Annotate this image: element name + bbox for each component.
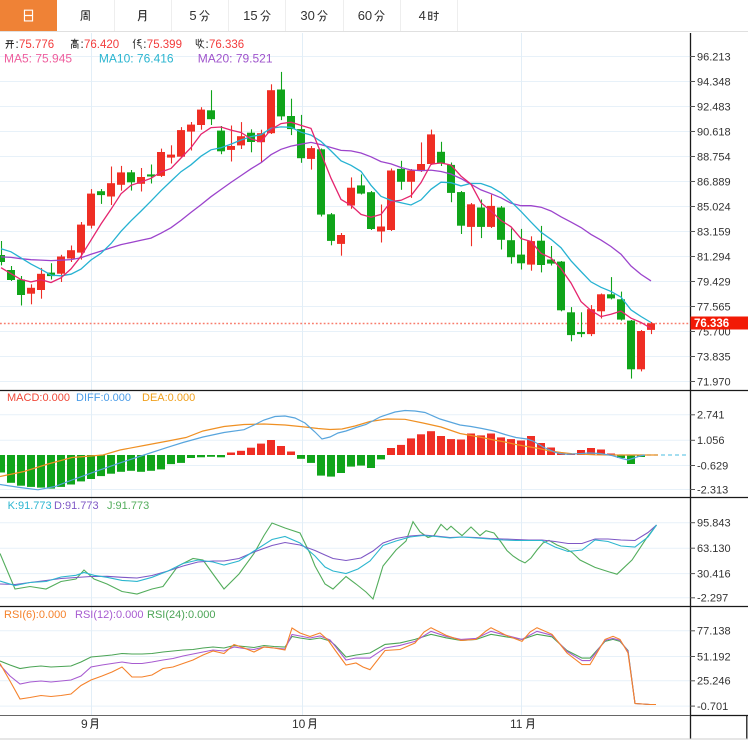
svg-text:MA20: 79.521: MA20: 79.521 xyxy=(198,52,273,66)
svg-text:10: 10 xyxy=(292,717,306,731)
svg-text:77.565: 77.565 xyxy=(697,301,731,313)
svg-text:MA5: 75.945: MA5: 75.945 xyxy=(4,52,72,66)
svg-text::: : xyxy=(16,39,19,51)
svg-text:MACD:0.000: MACD:0.000 xyxy=(7,392,70,404)
svg-text:11: 11 xyxy=(510,717,523,731)
svg-text:-2.297: -2.297 xyxy=(697,593,728,605)
svg-text:9: 9 xyxy=(81,717,88,731)
svg-text:63.130: 63.130 xyxy=(697,543,731,555)
svg-text::: : xyxy=(143,39,146,51)
svg-text:MA10: 76.416: MA10: 76.416 xyxy=(99,52,174,66)
svg-text:81.294: 81.294 xyxy=(697,251,731,263)
svg-text:90.618: 90.618 xyxy=(697,126,731,138)
svg-text:73.835: 73.835 xyxy=(697,351,731,363)
svg-text::: : xyxy=(206,39,209,51)
svg-text:1.056: 1.056 xyxy=(697,435,725,447)
svg-text:88.754: 88.754 xyxy=(697,151,731,163)
svg-text:76.336: 76.336 xyxy=(209,39,244,51)
svg-text:RSI(24):0.000: RSI(24):0.000 xyxy=(147,609,215,621)
svg-text:J:91.773: J:91.773 xyxy=(107,500,149,512)
svg-text:76.420: 76.420 xyxy=(84,39,119,51)
svg-text:-0.701: -0.701 xyxy=(697,701,728,713)
svg-text:25.246: 25.246 xyxy=(697,676,731,688)
svg-text:RSI(12):0.000: RSI(12):0.000 xyxy=(75,609,143,621)
svg-text:95.843: 95.843 xyxy=(697,518,731,530)
svg-text:71.970: 71.970 xyxy=(697,376,731,388)
svg-text:94.348: 94.348 xyxy=(697,76,731,88)
svg-text:85.024: 85.024 xyxy=(697,201,731,213)
svg-text:79.429: 79.429 xyxy=(697,276,731,288)
svg-text:RSI(6):0.000: RSI(6):0.000 xyxy=(4,609,66,621)
svg-text:77.138: 77.138 xyxy=(697,626,731,638)
svg-text:K:91.773: K:91.773 xyxy=(8,500,52,512)
svg-text:30.416: 30.416 xyxy=(697,568,731,580)
svg-text:83.159: 83.159 xyxy=(697,226,731,238)
svg-text:DIFF:0.000: DIFF:0.000 xyxy=(76,392,131,404)
svg-text:-2.313: -2.313 xyxy=(697,484,728,496)
svg-text:75.776: 75.776 xyxy=(19,39,54,51)
svg-text:75.399: 75.399 xyxy=(147,39,182,51)
svg-text:D:91.773: D:91.773 xyxy=(54,500,99,512)
svg-text:86.889: 86.889 xyxy=(697,176,731,188)
svg-text:96.213: 96.213 xyxy=(697,51,731,63)
svg-text:DEA:0.000: DEA:0.000 xyxy=(142,392,195,404)
svg-text:92.483: 92.483 xyxy=(697,101,731,113)
svg-text:76.336: 76.336 xyxy=(694,318,729,330)
svg-text::: : xyxy=(81,39,84,51)
svg-text:-0.629: -0.629 xyxy=(697,460,728,472)
svg-text:2.741: 2.741 xyxy=(697,410,725,422)
svg-text:51.192: 51.192 xyxy=(697,651,731,663)
